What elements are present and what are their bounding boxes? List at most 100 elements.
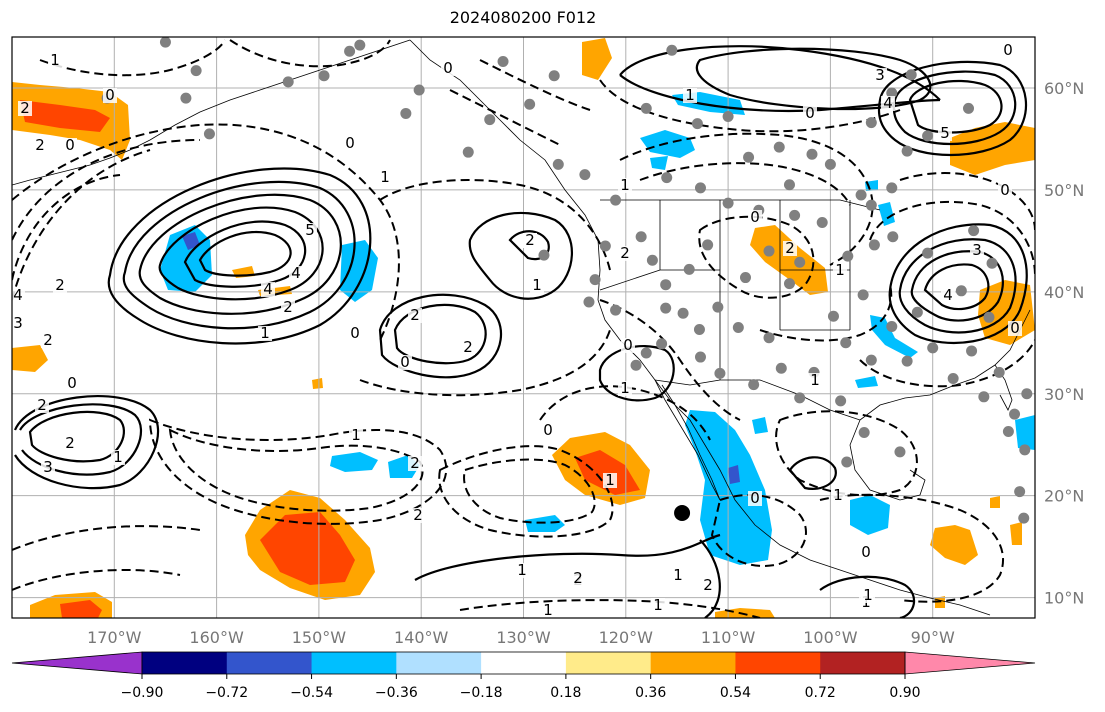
contour-label-bg xyxy=(378,170,392,185)
positive-contour xyxy=(598,345,675,402)
contour-label-bg xyxy=(701,578,715,593)
station-dot xyxy=(789,209,801,221)
station-dot xyxy=(865,199,877,211)
contour-label-bg xyxy=(289,266,303,281)
station-dot xyxy=(841,456,853,468)
negative-contour xyxy=(619,132,874,266)
negative-contour xyxy=(759,284,893,342)
station-dot xyxy=(816,217,828,229)
colorbar-tick-label: 0.72 xyxy=(805,685,836,701)
contour-label: 1 xyxy=(260,324,270,342)
station-dot xyxy=(538,249,550,261)
station-dot xyxy=(694,182,706,194)
contour-label: 2 xyxy=(20,99,30,117)
contour-label-bg xyxy=(48,53,62,68)
station-dot xyxy=(714,367,726,379)
contour-label-bg xyxy=(1001,43,1015,58)
station-dot xyxy=(887,231,899,243)
location-marker xyxy=(674,505,691,522)
station-dot xyxy=(968,225,980,237)
contour-label-bg xyxy=(65,376,79,391)
station-dot xyxy=(794,392,806,404)
station-dot xyxy=(894,446,906,458)
contour-label: 3 xyxy=(43,458,53,476)
station-dot xyxy=(857,289,869,301)
negative-anomaly-region xyxy=(752,417,768,434)
colorbar-segment xyxy=(226,652,313,674)
contour-label: 1 xyxy=(673,566,683,584)
station-dot xyxy=(986,257,998,269)
positive-contour xyxy=(198,230,292,277)
contour-label: 1 xyxy=(810,371,820,389)
station-markers xyxy=(101,25,1033,524)
contour-label-bg xyxy=(11,316,25,331)
station-dot xyxy=(993,366,1005,378)
station-dot xyxy=(649,25,660,36)
contour-label: 2 xyxy=(413,506,423,524)
contour-label-bg xyxy=(571,571,585,586)
negative-anomaly-region xyxy=(1015,415,1035,450)
contour-label-bg xyxy=(998,183,1012,198)
station-dot xyxy=(656,338,668,350)
colorbar-tick-labels: −0.90 −0.72 −0.54 −0.36 −0.18 0.18 0.36 0.54 0.7… xyxy=(121,674,921,701)
negative-contour xyxy=(449,59,591,146)
negative-contour xyxy=(39,39,226,77)
positive-anomaly-region xyxy=(12,345,48,372)
positive-contour xyxy=(898,238,1017,334)
contour-label: 1 xyxy=(605,471,615,489)
contour-label-bg xyxy=(41,460,55,475)
latitude-tick-labels: 60°N 50°N 40°N 30°N 20°N 10°N xyxy=(1044,79,1084,608)
station-dot xyxy=(666,44,678,56)
contour-label-bg xyxy=(11,288,25,303)
contour-label: 2 xyxy=(410,454,420,472)
station-dot xyxy=(840,337,852,349)
station-dot xyxy=(966,345,978,357)
station-dot xyxy=(927,342,939,354)
contour-label: 4 xyxy=(943,286,953,304)
colorbar-segment xyxy=(650,652,736,674)
contour-label: 2 xyxy=(785,239,795,257)
contour-label-bg xyxy=(671,568,685,583)
station-dot xyxy=(763,245,775,257)
negative-contour xyxy=(710,494,807,567)
lon-tick-label: 170°W xyxy=(87,628,142,647)
station-dot xyxy=(732,322,744,333)
colorbar xyxy=(11,651,1036,675)
contour-label: 2 xyxy=(410,306,420,324)
station-dot xyxy=(610,304,622,316)
colorbar-segment xyxy=(396,652,482,674)
contour-label: 1 xyxy=(620,176,630,194)
contour-label-bg xyxy=(530,278,544,293)
lon-tick-label: 150°W xyxy=(292,628,347,647)
contour-label-bg xyxy=(411,508,425,523)
contour-label-bg xyxy=(808,373,822,388)
us-mexico-border xyxy=(654,379,861,421)
contour-label-bg xyxy=(861,588,875,603)
contour-label: 5 xyxy=(305,221,315,239)
positive-contour xyxy=(122,180,356,330)
contour-label-bg xyxy=(541,603,555,618)
contour-label: 2 xyxy=(55,276,65,294)
positive-anomaly-region xyxy=(715,608,775,618)
contour-label: 2 xyxy=(283,298,293,316)
colorbar-tick-label: −0.36 xyxy=(375,685,418,701)
positive-contour xyxy=(908,79,1003,134)
station-dot xyxy=(677,307,689,319)
contour-label-bg xyxy=(18,101,32,116)
station-dot xyxy=(783,278,795,290)
station-dot xyxy=(739,272,751,284)
negative-anomaly-region xyxy=(340,240,378,302)
positive-contour xyxy=(138,193,342,315)
station-dot xyxy=(963,102,975,114)
positive-contour xyxy=(892,70,1017,146)
lon-tick-label: 160°W xyxy=(189,628,244,647)
station-dot xyxy=(579,169,591,181)
strong-positive-anomaly-region xyxy=(575,450,640,495)
contour-label-bg xyxy=(303,223,317,238)
positive-contour xyxy=(183,220,307,288)
station-dot xyxy=(702,239,714,251)
contour-label-bg xyxy=(873,68,887,83)
contour-label: 0 xyxy=(443,59,453,77)
us-canada-border xyxy=(600,199,881,211)
colorbar-tick-label: 0.54 xyxy=(720,685,751,701)
